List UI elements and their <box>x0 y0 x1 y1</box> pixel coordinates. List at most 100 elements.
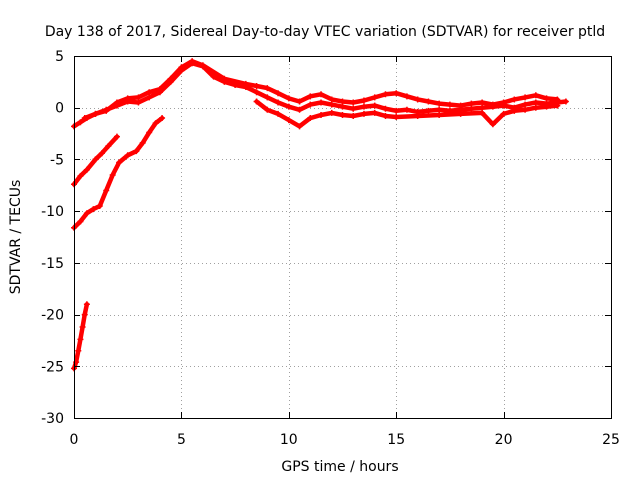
data-point <box>275 110 282 117</box>
data-point <box>522 106 529 113</box>
x-tick-label: 10 <box>280 432 298 448</box>
series-upper-band <box>81 58 561 122</box>
data-point <box>146 129 153 136</box>
data-point <box>146 94 153 101</box>
data-point <box>489 121 496 128</box>
data-point <box>124 152 131 159</box>
data-point <box>554 96 561 103</box>
y-tick-label: -10 <box>41 204 64 220</box>
data-point <box>360 103 367 110</box>
data-point <box>109 171 116 178</box>
data-point <box>479 99 486 106</box>
data-point <box>98 150 105 157</box>
data-point <box>285 117 292 124</box>
data-point <box>307 101 314 108</box>
x-tick-label: 0 <box>70 432 79 448</box>
y-tick-label: -15 <box>41 256 64 272</box>
data-point <box>479 109 486 116</box>
data-point <box>371 109 378 116</box>
data-point <box>489 101 496 108</box>
data-point <box>393 107 400 114</box>
data-point <box>382 112 389 119</box>
data-point <box>500 99 507 106</box>
data-point <box>189 58 196 65</box>
x-tick-label: 5 <box>177 432 186 448</box>
data-point <box>318 99 325 106</box>
data-point <box>532 92 539 99</box>
data-point <box>425 107 432 114</box>
data-point <box>350 105 357 112</box>
data-point <box>296 106 303 113</box>
data-point <box>360 110 367 117</box>
x-tick-label: 25 <box>602 432 620 448</box>
y-tick-label: -5 <box>50 152 64 168</box>
y-tick-label: -25 <box>41 359 64 375</box>
data-point <box>92 156 99 163</box>
data-point <box>264 106 271 113</box>
data-point <box>159 115 166 122</box>
data-point <box>221 75 228 82</box>
data-point <box>103 107 110 114</box>
grid-lines <box>74 56 611 418</box>
data-point <box>371 94 378 101</box>
data-point <box>113 99 120 106</box>
data-point <box>532 104 539 111</box>
data-point <box>328 109 335 116</box>
y-tick-label: -30 <box>41 411 64 427</box>
data-point <box>393 90 400 97</box>
data-point <box>328 96 335 103</box>
x-tick-label: 20 <box>495 432 513 448</box>
plot-frame <box>74 56 612 419</box>
data-series <box>71 58 569 372</box>
data-point <box>253 82 260 89</box>
data-point <box>77 336 84 343</box>
data-point <box>360 97 367 104</box>
data-point <box>457 110 464 117</box>
data-point <box>116 159 123 166</box>
data-point <box>522 94 529 101</box>
axis-ticks: 0 5 10 15 20 25 5 0 -5 -10 -15 -20 -25 -30 <box>41 49 620 448</box>
data-point <box>75 347 82 354</box>
data-point <box>350 112 357 119</box>
data-point <box>242 80 249 87</box>
data-point <box>264 94 271 101</box>
data-point <box>139 139 146 146</box>
data-point <box>371 102 378 109</box>
data-point <box>339 111 346 118</box>
data-point <box>328 101 335 108</box>
data-point <box>275 90 282 97</box>
data-point <box>403 93 410 100</box>
data-point <box>124 95 131 102</box>
y-axis-label: SDTVAR / TECUs <box>8 180 24 295</box>
data-point <box>350 99 357 106</box>
data-point <box>522 101 529 108</box>
data-point <box>296 98 303 105</box>
data-point <box>92 110 99 117</box>
data-point <box>77 172 84 179</box>
data-point <box>414 112 421 119</box>
series-lower-band <box>253 98 561 130</box>
data-point <box>105 142 112 149</box>
data-point <box>135 94 142 101</box>
data-point <box>511 96 518 103</box>
data-point <box>457 102 464 109</box>
data-point <box>83 166 90 173</box>
data-point <box>285 103 292 110</box>
data-point <box>296 123 303 130</box>
data-point <box>318 111 325 118</box>
data-point <box>253 89 260 96</box>
y-tick-label: 5 <box>55 49 64 65</box>
data-point <box>178 64 185 71</box>
data-point <box>382 105 389 112</box>
data-point <box>253 98 260 105</box>
data-point <box>436 106 443 113</box>
data-point <box>285 95 292 102</box>
data-point <box>79 323 86 330</box>
data-point <box>135 99 142 106</box>
data-point <box>81 115 88 122</box>
data-point <box>83 210 90 217</box>
data-point <box>446 101 453 108</box>
data-point <box>146 89 153 96</box>
data-point <box>264 85 271 92</box>
data-point <box>77 218 84 225</box>
